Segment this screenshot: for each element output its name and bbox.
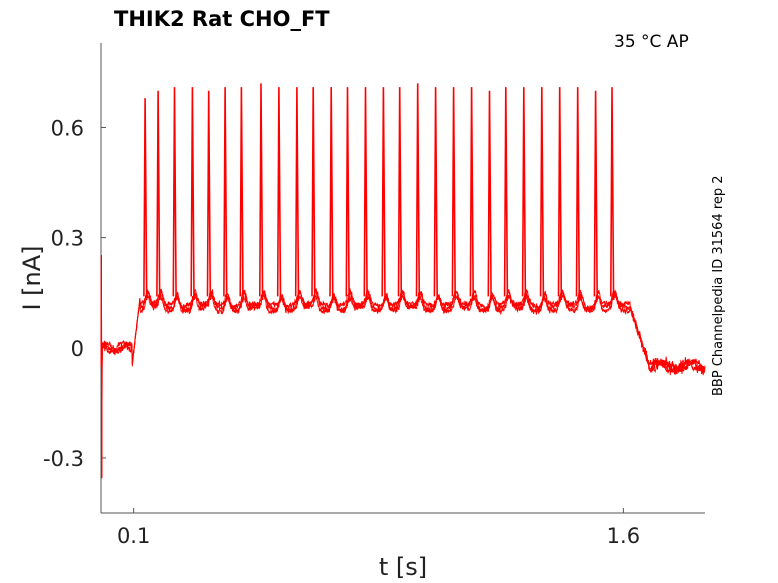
x-ticks: 0.1 1.6 [117, 508, 640, 548]
y-ticks: 0.6 0.3 0 -0.3 [43, 116, 106, 471]
chart-title: THIK2 Rat CHO_FT [114, 7, 330, 31]
spike-mark [487, 90, 492, 301]
spike-mark [503, 87, 509, 301]
spike-mark [397, 87, 403, 301]
spike-mark [276, 87, 282, 301]
spike-mark [575, 87, 581, 301]
trace-group [100, 83, 706, 479]
spike-mark [433, 87, 438, 301]
spike-mark [239, 87, 244, 301]
spike-mark [363, 87, 368, 301]
spike-mark [593, 90, 598, 301]
y-tick-label: 0 [71, 337, 84, 361]
y-tick-label: 0.3 [51, 227, 84, 251]
y-axis-label: I [nA] [18, 245, 46, 310]
current-trace-line [100, 255, 706, 479]
spike-mark [539, 87, 545, 301]
spike-mark [469, 87, 474, 301]
spike-mark [415, 83, 421, 301]
spike-mark [156, 90, 161, 301]
spike-mark [190, 87, 195, 301]
spike-mark [521, 87, 527, 301]
x-tick-label: 0.1 [117, 524, 150, 548]
spike-mark [311, 87, 316, 301]
spike-mark [610, 87, 615, 301]
current-trace-line [100, 255, 706, 479]
spike-mark [451, 87, 456, 301]
spike-mark [381, 87, 386, 301]
side-label: BBP Channelpedia ID 31564 rep 2 [711, 175, 726, 396]
spike-mark [223, 87, 228, 301]
spike-mark [172, 87, 177, 301]
spike-mark [206, 90, 212, 301]
y-tick-label: 0.6 [51, 116, 84, 140]
spike-mark [329, 87, 334, 301]
spike-mark [345, 87, 350, 301]
temperature-annotation: 35 °C AP [614, 32, 689, 52]
y-tick-label: -0.3 [43, 447, 84, 471]
x-tick-label: 1.6 [607, 524, 640, 548]
spike-mark [557, 87, 563, 301]
spike-mark [143, 98, 148, 301]
spike-mark [259, 83, 264, 301]
spike-mark [294, 87, 300, 301]
x-axis-label: t [s] [379, 553, 427, 581]
